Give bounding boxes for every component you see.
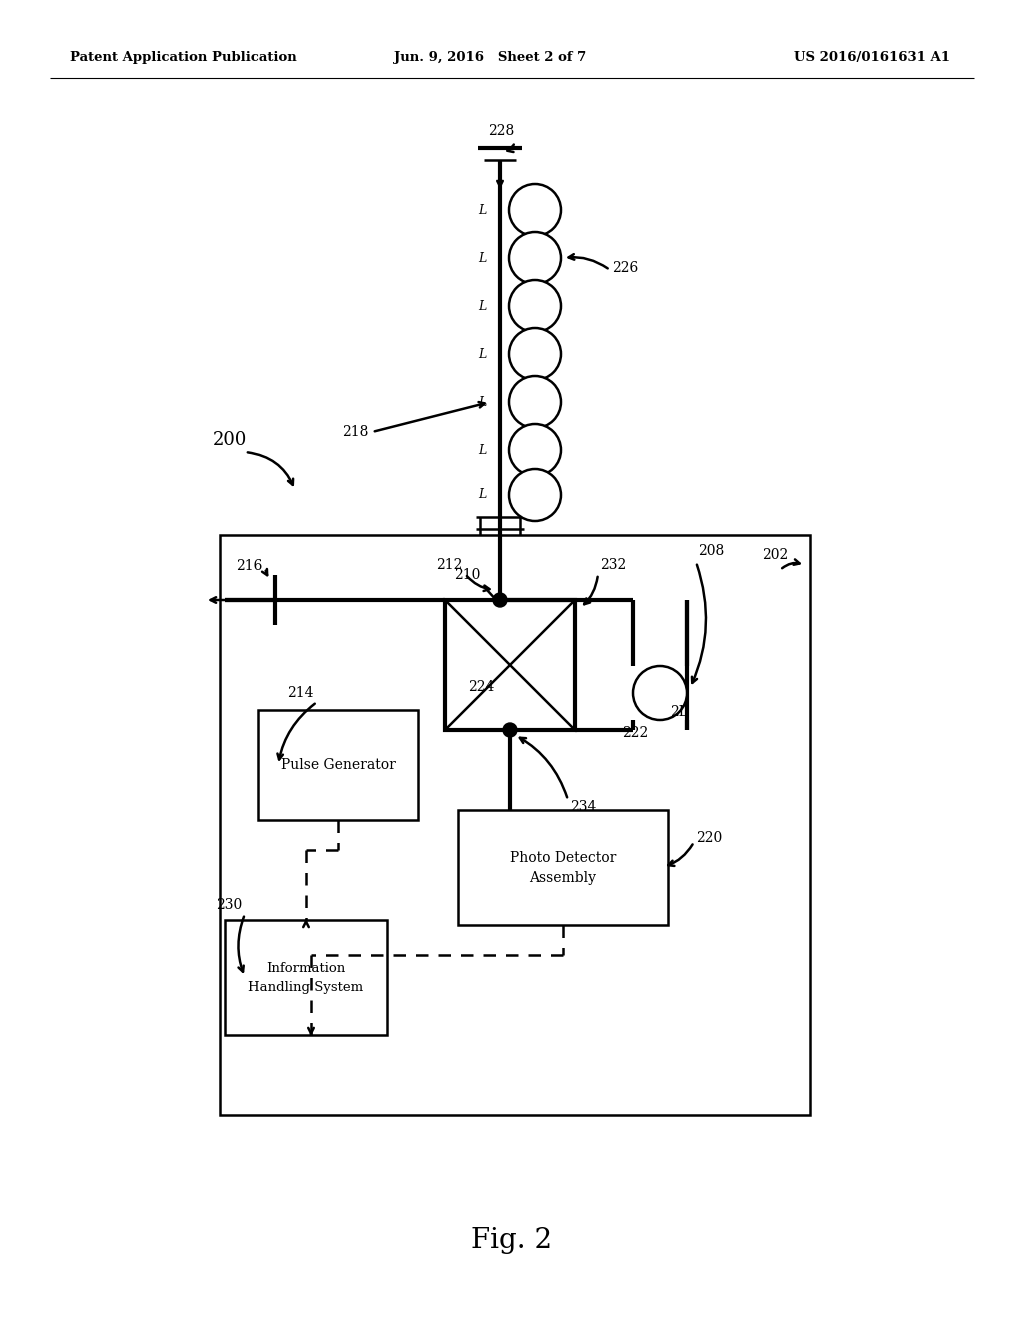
Text: L: L: [478, 444, 486, 457]
Text: 202: 202: [762, 548, 788, 562]
Text: L: L: [478, 488, 486, 502]
Text: US 2016/0161631 A1: US 2016/0161631 A1: [794, 51, 950, 65]
Text: L: L: [478, 203, 486, 216]
Text: Pulse Generator: Pulse Generator: [281, 758, 395, 772]
Text: 220: 220: [696, 832, 722, 845]
Text: L: L: [478, 347, 486, 360]
Circle shape: [493, 593, 507, 607]
Text: L: L: [478, 252, 486, 264]
Text: Handling System: Handling System: [249, 982, 364, 994]
Text: 230: 230: [216, 898, 242, 912]
Circle shape: [503, 723, 517, 737]
Bar: [258, 710, 418, 820]
Text: 218: 218: [342, 425, 368, 440]
Text: 224: 224: [468, 680, 494, 694]
Text: Information: Information: [266, 961, 346, 974]
Text: 212: 212: [435, 558, 462, 572]
Bar: [445, 601, 575, 730]
Text: Photo Detector: Photo Detector: [510, 851, 616, 865]
Circle shape: [509, 376, 561, 428]
Bar: [225, 920, 387, 1035]
Circle shape: [509, 183, 561, 236]
Text: 208: 208: [698, 544, 724, 558]
Text: L: L: [478, 396, 486, 408]
Text: 226: 226: [612, 261, 638, 275]
Circle shape: [509, 280, 561, 333]
Text: 214: 214: [288, 686, 314, 700]
Text: 200: 200: [213, 432, 247, 449]
Text: 232: 232: [600, 558, 627, 572]
Text: 2L: 2L: [670, 705, 688, 719]
Text: Patent Application Publication: Patent Application Publication: [70, 51, 297, 65]
Circle shape: [509, 327, 561, 380]
Bar: [458, 810, 668, 925]
Circle shape: [509, 424, 561, 477]
Circle shape: [509, 469, 561, 521]
Text: 234: 234: [570, 800, 596, 814]
Text: Assembly: Assembly: [529, 871, 597, 884]
Text: Fig. 2: Fig. 2: [471, 1226, 553, 1254]
Text: 216: 216: [236, 558, 262, 573]
Text: 210: 210: [454, 568, 480, 582]
Circle shape: [509, 232, 561, 284]
Text: Jun. 9, 2016   Sheet 2 of 7: Jun. 9, 2016 Sheet 2 of 7: [394, 51, 586, 65]
Text: 228: 228: [488, 124, 514, 139]
Circle shape: [633, 667, 687, 719]
Text: L: L: [478, 300, 486, 313]
Text: 222: 222: [622, 726, 648, 741]
Bar: [220, 535, 810, 1115]
